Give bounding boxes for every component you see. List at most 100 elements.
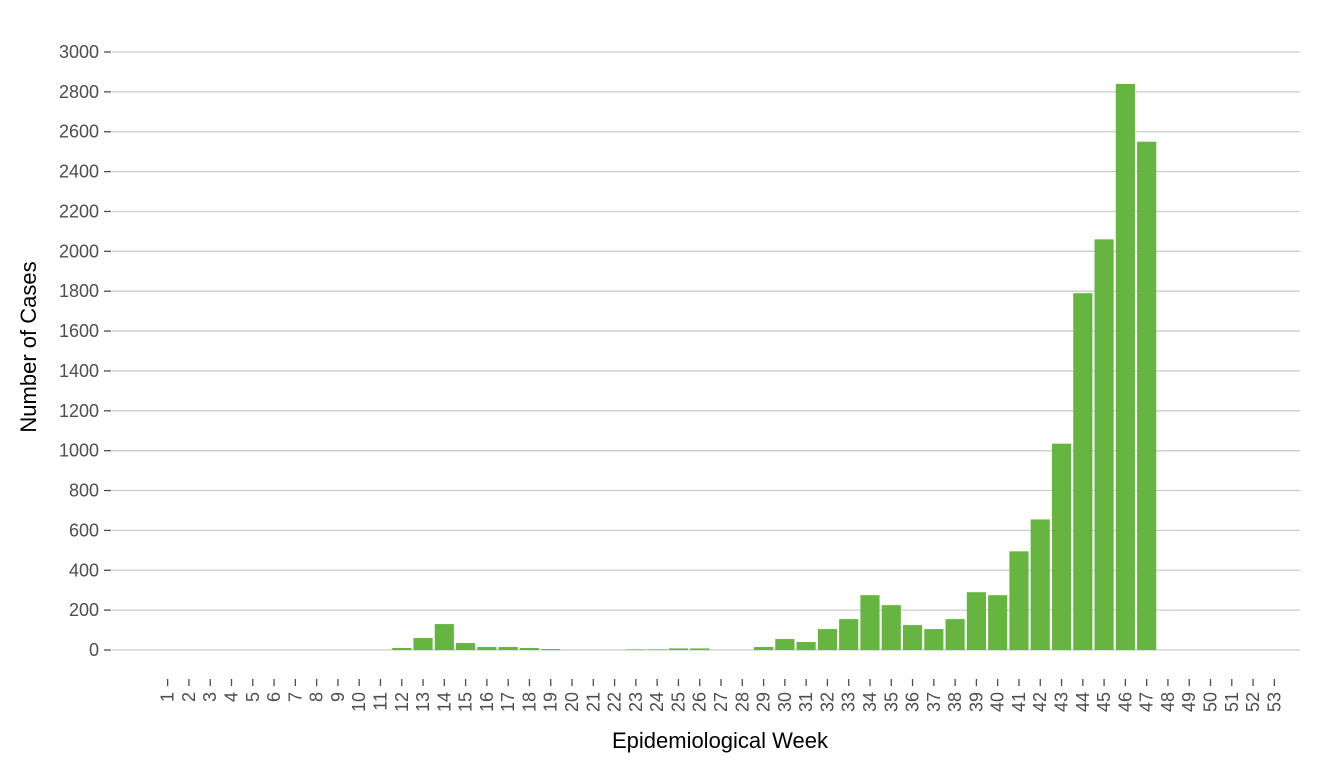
x-tick-label: 35 bbox=[881, 692, 901, 712]
bar bbox=[434, 624, 454, 650]
x-tick-label: 22 bbox=[605, 692, 625, 712]
x-tick-label: 24 bbox=[647, 692, 667, 712]
x-tick-label: 53 bbox=[1264, 692, 1284, 712]
bar bbox=[1094, 239, 1114, 650]
y-tick-label: 1200 bbox=[59, 401, 99, 421]
bar bbox=[413, 638, 433, 650]
x-tick-label: 8 bbox=[307, 692, 327, 702]
x-tick-label: 31 bbox=[796, 692, 816, 712]
x-tick-label: 48 bbox=[1158, 692, 1178, 712]
x-tick-label: 51 bbox=[1222, 692, 1242, 712]
x-tick-label: 1 bbox=[158, 692, 178, 702]
x-tick-label: 19 bbox=[541, 692, 561, 712]
y-tick-label: 2800 bbox=[59, 82, 99, 102]
y-tick-label: 2400 bbox=[59, 162, 99, 182]
y-tick-label: 1000 bbox=[59, 441, 99, 461]
bar bbox=[626, 649, 646, 650]
x-tick-label: 41 bbox=[1009, 692, 1029, 712]
bar bbox=[690, 648, 710, 650]
x-tick-label: 28 bbox=[732, 692, 752, 712]
y-tick-label: 0 bbox=[89, 640, 99, 660]
x-tick-label: 4 bbox=[221, 692, 241, 702]
bar bbox=[1009, 551, 1029, 650]
bar bbox=[753, 647, 774, 650]
x-tick-label: 33 bbox=[839, 692, 859, 712]
bar bbox=[839, 619, 859, 650]
x-tick-label: 40 bbox=[988, 692, 1008, 712]
x-tick-label: 30 bbox=[775, 692, 795, 712]
x-tick-label: 21 bbox=[583, 692, 603, 712]
x-tick-label: 36 bbox=[903, 692, 923, 712]
x-tick-label: 43 bbox=[1052, 692, 1072, 712]
bar bbox=[881, 605, 901, 650]
x-tick-label: 46 bbox=[1115, 692, 1135, 712]
bar bbox=[796, 642, 816, 650]
x-tick-label: 49 bbox=[1179, 692, 1199, 712]
x-tick-label: 2 bbox=[179, 692, 199, 702]
x-tick-label: 6 bbox=[264, 692, 284, 702]
bar bbox=[945, 619, 965, 650]
y-tick-label: 2600 bbox=[59, 122, 99, 142]
y-tick-label: 400 bbox=[69, 560, 99, 580]
x-tick-label: 38 bbox=[945, 692, 965, 712]
bar bbox=[1115, 83, 1135, 651]
x-tick-label: 5 bbox=[243, 692, 263, 702]
bar bbox=[519, 648, 540, 650]
bar bbox=[924, 629, 944, 650]
x-tick-label: 14 bbox=[434, 692, 454, 712]
y-tick-label: 2000 bbox=[59, 241, 99, 261]
x-tick-label: 50 bbox=[1201, 692, 1221, 712]
x-tick-label: 12 bbox=[392, 692, 412, 712]
x-tick-label: 11 bbox=[370, 692, 390, 711]
x-tick-label: 52 bbox=[1243, 692, 1263, 712]
x-tick-label: 26 bbox=[690, 692, 710, 712]
x-tick-label: 10 bbox=[349, 692, 369, 712]
x-tick-label: 16 bbox=[477, 692, 497, 712]
y-tick-label: 2200 bbox=[59, 201, 99, 221]
y-tick-label: 200 bbox=[69, 600, 99, 620]
x-tick-label: 47 bbox=[1137, 692, 1157, 712]
x-tick-label: 20 bbox=[562, 692, 582, 712]
x-tick-label: 17 bbox=[498, 692, 518, 712]
bar bbox=[817, 629, 837, 650]
x-tick-label: 18 bbox=[519, 692, 539, 712]
bar bbox=[1051, 443, 1072, 650]
x-tick-label: 3 bbox=[200, 692, 220, 702]
bar bbox=[456, 643, 476, 650]
bar bbox=[541, 649, 561, 650]
bar bbox=[668, 648, 689, 650]
x-tick-label: 29 bbox=[754, 692, 774, 712]
bar bbox=[498, 647, 518, 650]
x-tick-label: 37 bbox=[924, 692, 944, 712]
bar bbox=[966, 592, 986, 650]
x-tick-label: 45 bbox=[1094, 692, 1114, 712]
y-tick-label: 1600 bbox=[59, 321, 99, 341]
bar bbox=[902, 625, 923, 650]
y-tick-label: 600 bbox=[69, 520, 99, 540]
bar bbox=[988, 595, 1008, 650]
y-tick-label: 1800 bbox=[59, 281, 99, 301]
bar bbox=[1030, 519, 1050, 650]
x-tick-label: 9 bbox=[328, 692, 348, 702]
x-axis-title: Epidemiological Week bbox=[612, 728, 829, 753]
bar bbox=[1137, 141, 1157, 650]
y-tick-label: 3000 bbox=[59, 42, 99, 62]
bar bbox=[477, 647, 497, 650]
x-tick-label: 23 bbox=[626, 692, 646, 712]
x-tick-label: 32 bbox=[817, 692, 837, 712]
x-tick-label: 15 bbox=[456, 692, 476, 712]
bar bbox=[392, 648, 412, 650]
x-tick-label: 13 bbox=[413, 692, 433, 712]
bar bbox=[647, 649, 667, 650]
x-tick-label: 42 bbox=[1030, 692, 1050, 712]
x-tick-label: 34 bbox=[860, 692, 880, 712]
y-tick-label: 800 bbox=[69, 481, 99, 501]
x-tick-label: 44 bbox=[1073, 692, 1093, 712]
y-axis-title: Number of Cases bbox=[16, 261, 41, 432]
x-tick-label: 39 bbox=[966, 692, 986, 712]
bar bbox=[775, 639, 795, 650]
bar bbox=[1073, 293, 1093, 650]
x-tick-label: 25 bbox=[668, 692, 688, 712]
x-tick-label: 27 bbox=[711, 692, 731, 712]
